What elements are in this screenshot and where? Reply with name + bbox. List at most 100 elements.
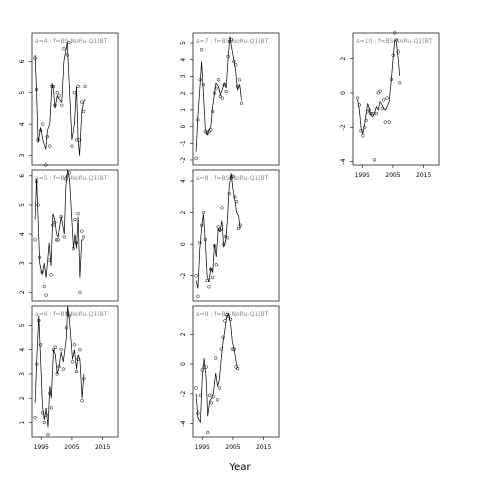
y-tick-label: 5 — [180, 41, 187, 45]
y-tick-label: 2 — [19, 290, 26, 294]
data-point — [65, 311, 70, 315]
data-point — [202, 365, 206, 369]
y-tick-label: 4 — [19, 348, 26, 352]
data-point — [357, 103, 362, 107]
y-tick-label: 4 — [180, 58, 187, 62]
data-point — [53, 220, 57, 225]
data-point — [198, 240, 202, 245]
data-point — [59, 348, 63, 352]
data-point — [81, 109, 86, 114]
y-tick-label: 2 — [180, 91, 187, 95]
data-point — [46, 432, 50, 437]
data-point — [218, 94, 222, 99]
y-tick-label: 4 — [19, 122, 26, 126]
x-axis-title: Year — [228, 462, 251, 473]
data-point — [383, 120, 387, 124]
data-point — [76, 212, 80, 216]
data-point — [211, 275, 215, 279]
data-point — [222, 242, 226, 246]
data-point — [70, 144, 74, 148]
data-point — [77, 138, 82, 142]
data-point — [205, 131, 209, 135]
data-point — [53, 345, 57, 349]
panel-frame — [31, 32, 119, 166]
data-point — [42, 420, 46, 425]
data-point — [207, 393, 212, 397]
data-point — [387, 120, 391, 124]
data-point — [209, 267, 213, 272]
data-point — [367, 108, 371, 112]
data-point — [214, 263, 218, 267]
panel-title: a=6 : f=BS-NoRu-Q1(BT — [35, 311, 108, 318]
y-tick-label: 2 — [19, 396, 26, 400]
data-point — [42, 284, 46, 289]
data-point — [38, 343, 43, 347]
y-tick-label: 0 — [180, 124, 187, 128]
data-point — [203, 129, 207, 134]
y-tick-label: 1 — [180, 108, 187, 112]
data-point — [214, 356, 218, 360]
x-tick-label: 2005 — [64, 444, 79, 451]
data-point — [36, 138, 40, 142]
data-point — [50, 84, 54, 89]
data-point — [71, 246, 76, 251]
data-point — [222, 83, 226, 87]
data-point — [74, 369, 79, 374]
y-tick-label: -2 — [340, 124, 347, 130]
data-point — [228, 317, 233, 322]
data-point — [211, 109, 215, 114]
data-point — [364, 118, 368, 123]
data-point — [80, 229, 84, 233]
data-point — [374, 111, 378, 116]
fitted-line — [34, 305, 85, 428]
data-point — [55, 91, 59, 95]
data-point — [217, 386, 222, 390]
data-point — [37, 318, 41, 323]
data-point — [44, 413, 48, 417]
data-point — [204, 365, 208, 369]
y-tick-label: -2 — [180, 391, 187, 397]
data-point — [238, 78, 242, 82]
data-point — [64, 326, 69, 330]
y-tick-label: 5 — [19, 203, 26, 207]
data-point — [372, 158, 377, 162]
y-tick-label: 2 — [340, 57, 347, 61]
y-tick-label: 3 — [19, 153, 26, 157]
data-point — [230, 347, 234, 351]
y-tick-label: 0 — [180, 242, 187, 246]
y-tick-label: 0 — [340, 91, 347, 95]
data-point — [232, 59, 236, 64]
data-point — [60, 103, 64, 107]
y-tick-label: 2 — [180, 332, 187, 336]
fitted-line — [195, 36, 242, 152]
y-tick-label: 3 — [19, 372, 26, 376]
data-point — [49, 406, 53, 410]
data-point — [378, 89, 382, 93]
data-point — [34, 179, 39, 184]
data-point — [211, 395, 215, 399]
y-tick-label: 3 — [19, 261, 26, 265]
data-point — [361, 134, 365, 138]
y-tick-label: 1 — [19, 420, 26, 424]
panel-frame — [192, 305, 280, 438]
data-point — [33, 56, 37, 60]
y-tick-label: -4 — [340, 158, 347, 164]
data-point — [33, 238, 37, 242]
panel-3: a=6 : f=BS-NoRu-Q1(BT 1 2 3 4 5 1995 2005 2015 — [19, 305, 119, 451]
panel-1: a=4 : f=BS-NoRu-Q1(BT 3 4 5 6 — [19, 32, 119, 167]
data-point — [51, 348, 56, 352]
y-tick-label: 4 — [19, 232, 26, 236]
fitted-line — [195, 173, 241, 289]
data-point — [389, 77, 394, 81]
data-point — [394, 38, 398, 42]
panel-frame — [192, 169, 280, 302]
y-tick-label: 5 — [19, 323, 26, 327]
data-point — [236, 226, 241, 231]
data-point — [62, 235, 66, 239]
panel-title: a=7 : f=BS-NoRu-Q1(BT — [196, 38, 269, 45]
data-point — [393, 31, 397, 35]
data-point — [355, 96, 360, 100]
data-point — [216, 78, 221, 82]
data-point — [215, 398, 220, 402]
